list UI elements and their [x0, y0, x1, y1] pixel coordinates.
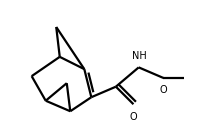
Text: O: O: [130, 111, 137, 122]
Text: O: O: [160, 85, 168, 95]
Text: NH: NH: [132, 51, 147, 61]
